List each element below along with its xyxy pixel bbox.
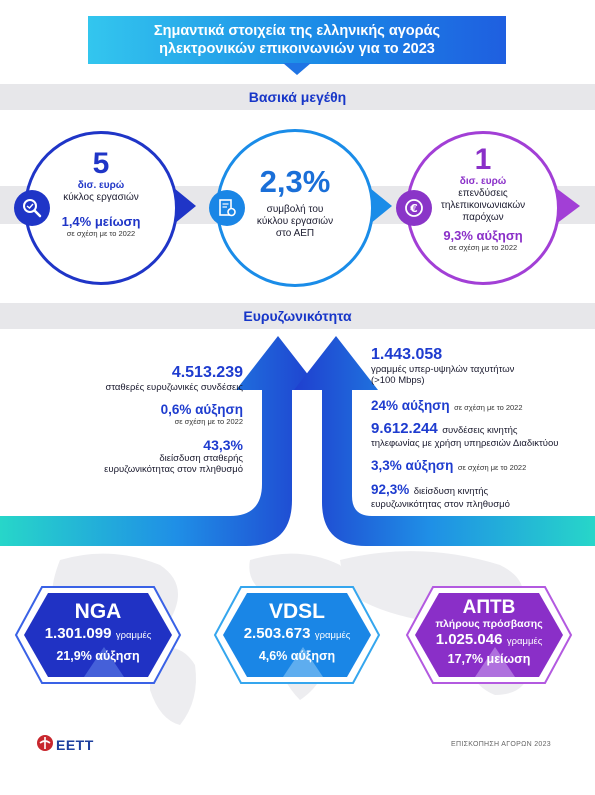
fixed-broadband-connections: 4.513.239 σταθερές ευρυζωνικές συνδέσεις (105, 364, 243, 393)
footer-label: ΕΠΙΣΚΟΠΗΣΗ ΑΓΟΡΩΝ 2023 (451, 741, 551, 748)
gdp-label-3: στο ΑΕΠ (275, 228, 315, 239)
circle-arrow-tail (370, 188, 392, 224)
ultrafast-change-note: σε σχέση με το 2022 (454, 403, 523, 412)
section-header-broadband: Ευρυζωνικότητα (0, 303, 595, 329)
aptv-card-shape (405, 586, 573, 684)
ultrafast-change: 24% αύξηση σε σχέση με το 2022 (371, 397, 523, 415)
mobile-penetration: 92,3% διείσδυση κινητής ευρυζωνικότητας … (371, 481, 510, 510)
circle-arrow-tail (556, 188, 580, 224)
aptv-subtitle: πλήρους πρόσβασης (435, 618, 543, 630)
mobile-change-note: σε σχέση με το 2022 (457, 463, 527, 472)
vdsl-change: 4,6% αύξηση (258, 649, 336, 663)
nga-card: NGA 1.301.099 γραμμές 21,9% αύξηση (14, 600, 182, 663)
aptv-card: ΑΠΤΒ πλήρους πρόσβασης 1.025.046 γραμμές… (405, 597, 573, 666)
nga-card-shape (14, 586, 182, 684)
fixed-penetration-label-1: διείσδυση σταθερής (159, 453, 243, 464)
investment-change: 9,3% αύξηση (443, 228, 523, 243)
circle-arrow-tail (174, 188, 196, 224)
turnover-note: σε σχέση με το 2022 (66, 229, 136, 238)
fixed-change-note: σε σχέση με το 2022 (174, 417, 243, 426)
mobile-change: 3,3% αύξηση σε σχέση με το 2022 (371, 457, 526, 475)
gdp-label-2: κύκλου εργασιών (256, 216, 334, 227)
page-title-banner: Σημαντικά στοιχεία της ελληνικής αγοράς … (88, 16, 506, 64)
nga-change: 21,9% αύξηση (56, 649, 140, 663)
fixed-change-value: 0,6% αύξηση (160, 402, 243, 417)
broadband-arrows-graphic (0, 336, 595, 546)
gdp-value: 2,3% (259, 164, 331, 199)
fixed-penetration-label-2: ευρυζωνικότητας στον πληθυσμό (104, 464, 243, 475)
ultrafast-lines: 1.443.058 γραμμές υπερ-υψηλών ταχυτήτων … (371, 346, 514, 386)
nga-unit: γραμμές (115, 630, 152, 641)
investment-label-2: τηλεπικοινωνιακών (440, 200, 526, 211)
aptv-change: 17,7% μείωση (447, 652, 531, 666)
fixed-connections-value: 4.513.239 (171, 364, 243, 381)
fixed-broadband-penetration: 43,3% διείσδυση σταθερής ευρυζωνικότητας… (104, 437, 243, 475)
turnover-change: 1,4% μείωση (61, 214, 141, 229)
vdsl-card-shape (213, 586, 381, 684)
turnover-unit: δισ. ευρώ (77, 180, 125, 191)
aptv-unit: γραμμές (506, 636, 543, 647)
vdsl-title: VDSL (268, 600, 325, 623)
mobile-pen-label-1: διείσδυση κινητής (413, 486, 489, 497)
svg-text:€: € (409, 202, 418, 215)
page-title-line-1: Σημαντικά στοιχεία της ελληνικής αγοράς (153, 23, 441, 39)
left-arrow-shape (0, 336, 320, 546)
fixed-broadband-change: 0,6% αύξηση σε σχέση με το 2022 (161, 402, 243, 426)
turnover-value: 5 (92, 147, 110, 180)
vdsl-value: 2.503.673 (243, 625, 311, 642)
document-gear-icon (209, 190, 245, 226)
section-header-basic: Βασικά μεγέθη (0, 84, 595, 110)
eett-logo-text: ΕΕΤΤ (56, 737, 94, 753)
mobile-pen-value: 92,3% (371, 482, 410, 497)
eett-logo-icon (37, 735, 53, 751)
investment-label-1: επενδύσεις (458, 188, 508, 199)
right-arrow-body (294, 336, 595, 546)
ultrafast-value: 1.443.058 (371, 346, 443, 363)
nga-title: NGA (74, 600, 122, 623)
mobile-pen-label-2: ευρυζωνικότητας στον πληθυσμό (371, 499, 510, 510)
gdp-label-1: συμβολή του (266, 204, 324, 215)
investment-value: 1 (474, 143, 492, 176)
page-title-line-2: ηλεκτρονικών επικοινωνιών για το 2023 (159, 41, 435, 57)
turnover-label: κύκλος εργασιών (63, 192, 139, 203)
vdsl-card: VDSL 2.503.673 γραμμές 4,6% αύξηση (213, 600, 381, 663)
vdsl-unit: γραμμές (314, 630, 351, 641)
mobile-internet-connections: 9.612.244 συνδέσεις κινητής τηλεφωνίας μ… (371, 420, 558, 449)
ultrafast-change-value: 24% αύξηση (371, 398, 450, 413)
mobile-label-2: τηλεφωνίας με χρήση υπηρεσιών Διαδικτύου (371, 438, 559, 449)
search-icon (14, 190, 50, 226)
mobile-value: 9.612.244 (371, 420, 438, 437)
ultrafast-label-2: (>100 Mbps) (371, 375, 425, 386)
nga-value: 1.301.099 (44, 625, 112, 642)
mobile-change-value: 3,3% αύξηση (371, 458, 454, 473)
investment-label-3: παρόχων (462, 212, 504, 223)
ultrafast-label-1: γραμμές υπερ-υψηλών ταχυτήτων (371, 364, 515, 375)
euro-coin-icon: € (396, 190, 432, 226)
investment-note: σε σχέση με το 2022 (448, 243, 518, 252)
mobile-label-1: συνδέσεις κινητής (442, 425, 518, 436)
aptv-title: ΑΠΤΒ (462, 597, 516, 618)
aptv-value: 1.025.046 (435, 631, 503, 648)
investment-unit: δισ. ευρώ (459, 176, 507, 187)
fixed-connections-label: σταθερές ευρυζωνικές συνδέσεις (105, 382, 243, 393)
fixed-penetration-value: 43,3% (203, 437, 243, 453)
title-pointer (283, 63, 311, 75)
